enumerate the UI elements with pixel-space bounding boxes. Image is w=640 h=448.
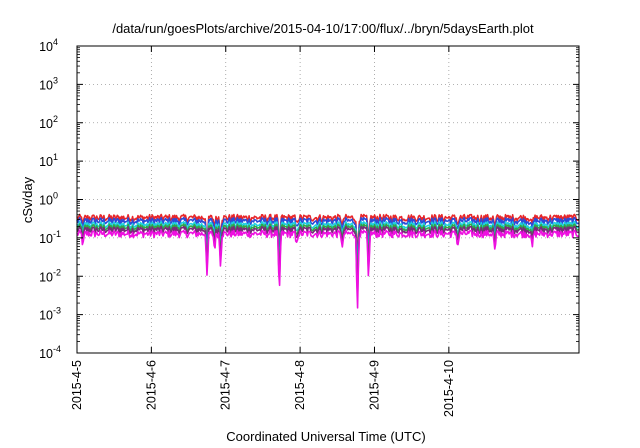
y-tick-exponent: -2 <box>53 267 61 277</box>
y-tick-exponent: 1 <box>53 152 58 162</box>
y-tick-exponent: 3 <box>53 75 58 85</box>
y-tick-base: 10 <box>39 155 53 169</box>
y-tick-label: 10 <box>39 155 53 169</box>
y-tick-base: 10 <box>39 194 53 208</box>
y-axis-label: cSv/day <box>20 176 35 223</box>
y-tick-exponent: 4 <box>53 37 58 47</box>
y-tick-label: 10 <box>39 78 53 92</box>
y-tick-label: 10 <box>39 117 53 131</box>
y-tick-base: 10 <box>39 117 53 131</box>
y-tick-label: 10 <box>39 194 53 208</box>
x-tick-label: 2015-4-6 <box>144 360 158 410</box>
y-tick-exponent: 2 <box>53 114 58 124</box>
x-tick-label: 2015-4-8 <box>293 360 307 410</box>
y-tick-label: 10 <box>39 40 53 54</box>
y-tick-base: 10 <box>39 347 53 361</box>
chart-title: /data/run/goesPlots/archive/2015-04-10/1… <box>112 21 534 36</box>
x-tick-label: 2015-4-9 <box>367 360 381 410</box>
x-tick-label: 2015-4-7 <box>219 360 233 410</box>
series-line <box>76 225 580 299</box>
y-tick-label: 10 <box>39 232 53 246</box>
x-tick-label: 2015-4-10 <box>442 360 456 417</box>
y-tick-label: 10 <box>39 270 53 284</box>
y-tick-base: 10 <box>39 78 53 92</box>
y-tick-label: 10 <box>39 347 53 361</box>
y-tick-exponent: -4 <box>53 344 61 354</box>
x-tick-label: 2015-4-5 <box>70 360 84 410</box>
y-tick-exponent: -1 <box>53 229 61 239</box>
y-tick-exponent: 0 <box>53 191 58 201</box>
grid <box>77 46 579 353</box>
y-tick-base: 10 <box>39 270 53 284</box>
series-line <box>76 229 580 309</box>
series-layer <box>76 213 580 309</box>
y-tick-base: 10 <box>39 232 53 246</box>
x-axis-label: Coordinated Universal Time (UTC) <box>226 429 425 444</box>
y-tick-exponent: -3 <box>53 306 61 316</box>
plot-frame <box>76 45 580 354</box>
y-tick-base: 10 <box>39 309 53 323</box>
y-tick-base: 10 <box>39 40 53 54</box>
y-tick-label: 10 <box>39 309 53 323</box>
